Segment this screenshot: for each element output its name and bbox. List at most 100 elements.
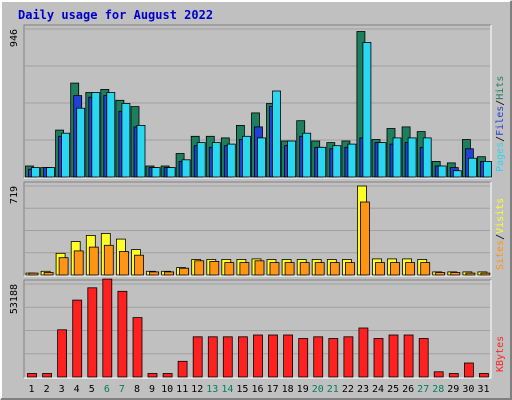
panel-legend: Sites/Visits [495,198,506,270]
bar-kbytes-day-23 [358,327,369,378]
bar-sites-day-5 [88,246,99,276]
x-axis-days: 1 2 3 4 5 6 7 8 9 10 11 12 13 14 15 16 17 18 19 20 21 22 23 24 2… [28,384,489,395]
legend-separator: / [495,100,506,106]
bar-kbytes-day-13 [207,336,218,378]
day-label-23: 23 [357,384,369,395]
bar-kbytes-day-27 [418,338,429,378]
day-label-8: 8 [134,384,140,395]
bar-pages-day-6 [106,92,116,178]
bar-kbytes-day-6 [102,278,113,378]
bar-pages-day-25 [392,137,402,178]
day-label-14: 14 [221,384,233,395]
day-label-22: 22 [342,384,354,395]
day-label-28: 28 [432,384,444,395]
day-label-25: 25 [387,384,399,395]
day-label-16: 16 [251,384,263,395]
bar-sites-day-25 [390,262,400,276]
bar-pages-day-10 [166,167,176,178]
bar-sites-day-4 [73,250,84,276]
day-label-9: 9 [149,384,155,395]
day-label-4: 4 [74,384,80,395]
legend-kbytes: KBytes [495,336,506,372]
day-label-21: 21 [327,384,339,395]
bar-sites-day-3 [58,257,69,276]
bar-pages-day-24 [377,142,387,178]
bar-sites-day-18 [284,262,295,276]
bar-pages-day-23 [362,42,372,178]
panel-border-light [24,280,492,379]
day-label-10: 10 [161,384,173,395]
bar-pages-day-12 [196,142,206,178]
bar-kbytes-day-30 [463,362,474,378]
day-label-15: 15 [236,384,248,395]
day-label-12: 12 [191,384,203,395]
bar-pages-day-26 [407,137,417,178]
bar-kbytes-day-29 [448,373,459,378]
panel-border-light [24,182,492,277]
y-max-label: 53188 [9,284,20,314]
legend-files: Files [495,106,506,136]
y-max-label: 946 [9,29,20,47]
bar-kbytes-day-5 [87,287,98,378]
bar-pages-day-8 [136,125,146,178]
panel-visits-sites: 719 Sites/Visits [9,181,506,277]
bar-sites-day-16 [254,260,265,276]
chart-title: Daily usage for August 2022 [18,8,213,22]
day-label-30: 30 [462,384,474,395]
day-label-20: 20 [312,384,324,395]
bars-visits-sites [25,185,491,276]
bar-sites-day-28 [435,272,446,276]
bar-kbytes-day-11 [177,360,188,378]
bar-kbytes-day-28 [433,371,444,378]
bar-pages-day-7 [121,103,131,178]
bar-sites-day-31 [480,272,491,276]
bar-sites-day-20 [314,262,325,276]
panel-border-light [24,25,492,179]
panel-border-dark [23,181,491,276]
panel-legend: KBytes [495,336,506,372]
bar-pages-day-27 [422,137,432,178]
legend-pages: Pages [495,142,506,172]
bar-sites-day-22 [344,262,355,276]
bar-kbytes-day-10 [162,373,173,378]
day-label-13: 13 [206,384,218,395]
bar-pages-day-30 [467,157,477,178]
day-label-27: 27 [417,384,429,395]
bar-sites-day-27 [420,262,431,276]
bar-pages-day-11 [181,159,191,178]
bar-sites-day-19 [299,262,310,276]
day-label-17: 17 [267,384,279,395]
bars-hits-files-pages [25,31,492,178]
day-label-5: 5 [89,384,95,395]
bar-kbytes-day-14 [222,336,233,378]
bars-kbytes [27,278,489,378]
bar-pages-day-5 [91,92,101,178]
day-label-24: 24 [372,384,384,395]
bar-kbytes-day-17 [268,334,278,378]
bar-pages-day-4 [76,107,86,178]
bar-kbytes-day-8 [132,317,143,378]
day-label-26: 26 [402,384,414,395]
bar-sites-day-2 [43,272,54,276]
bar-pages-day-17 [272,90,281,178]
day-label-7: 7 [119,384,125,395]
bar-pages-day-22 [347,143,357,178]
bar-pages-day-13 [211,142,221,178]
bar-kbytes-day-2 [42,373,52,378]
bar-kbytes-day-12 [192,336,203,378]
bar-sites-day-26 [405,262,416,276]
bar-sites-day-1 [28,272,39,276]
bar-pages-day-19 [302,132,312,178]
bar-sites-day-8 [134,254,144,276]
day-label-6: 6 [104,384,110,395]
bar-kbytes-day-25 [388,334,399,378]
bar-kbytes-day-19 [298,338,309,378]
bar-sites-day-13 [209,260,220,276]
bar-pages-day-31 [482,160,492,178]
bar-pages-day-16 [257,137,266,178]
bar-kbytes-day-9 [147,373,158,378]
bar-sites-day-24 [375,262,385,276]
day-label-29: 29 [447,384,459,395]
bar-kbytes-day-16 [253,334,263,378]
legend-separator: / [495,234,506,240]
